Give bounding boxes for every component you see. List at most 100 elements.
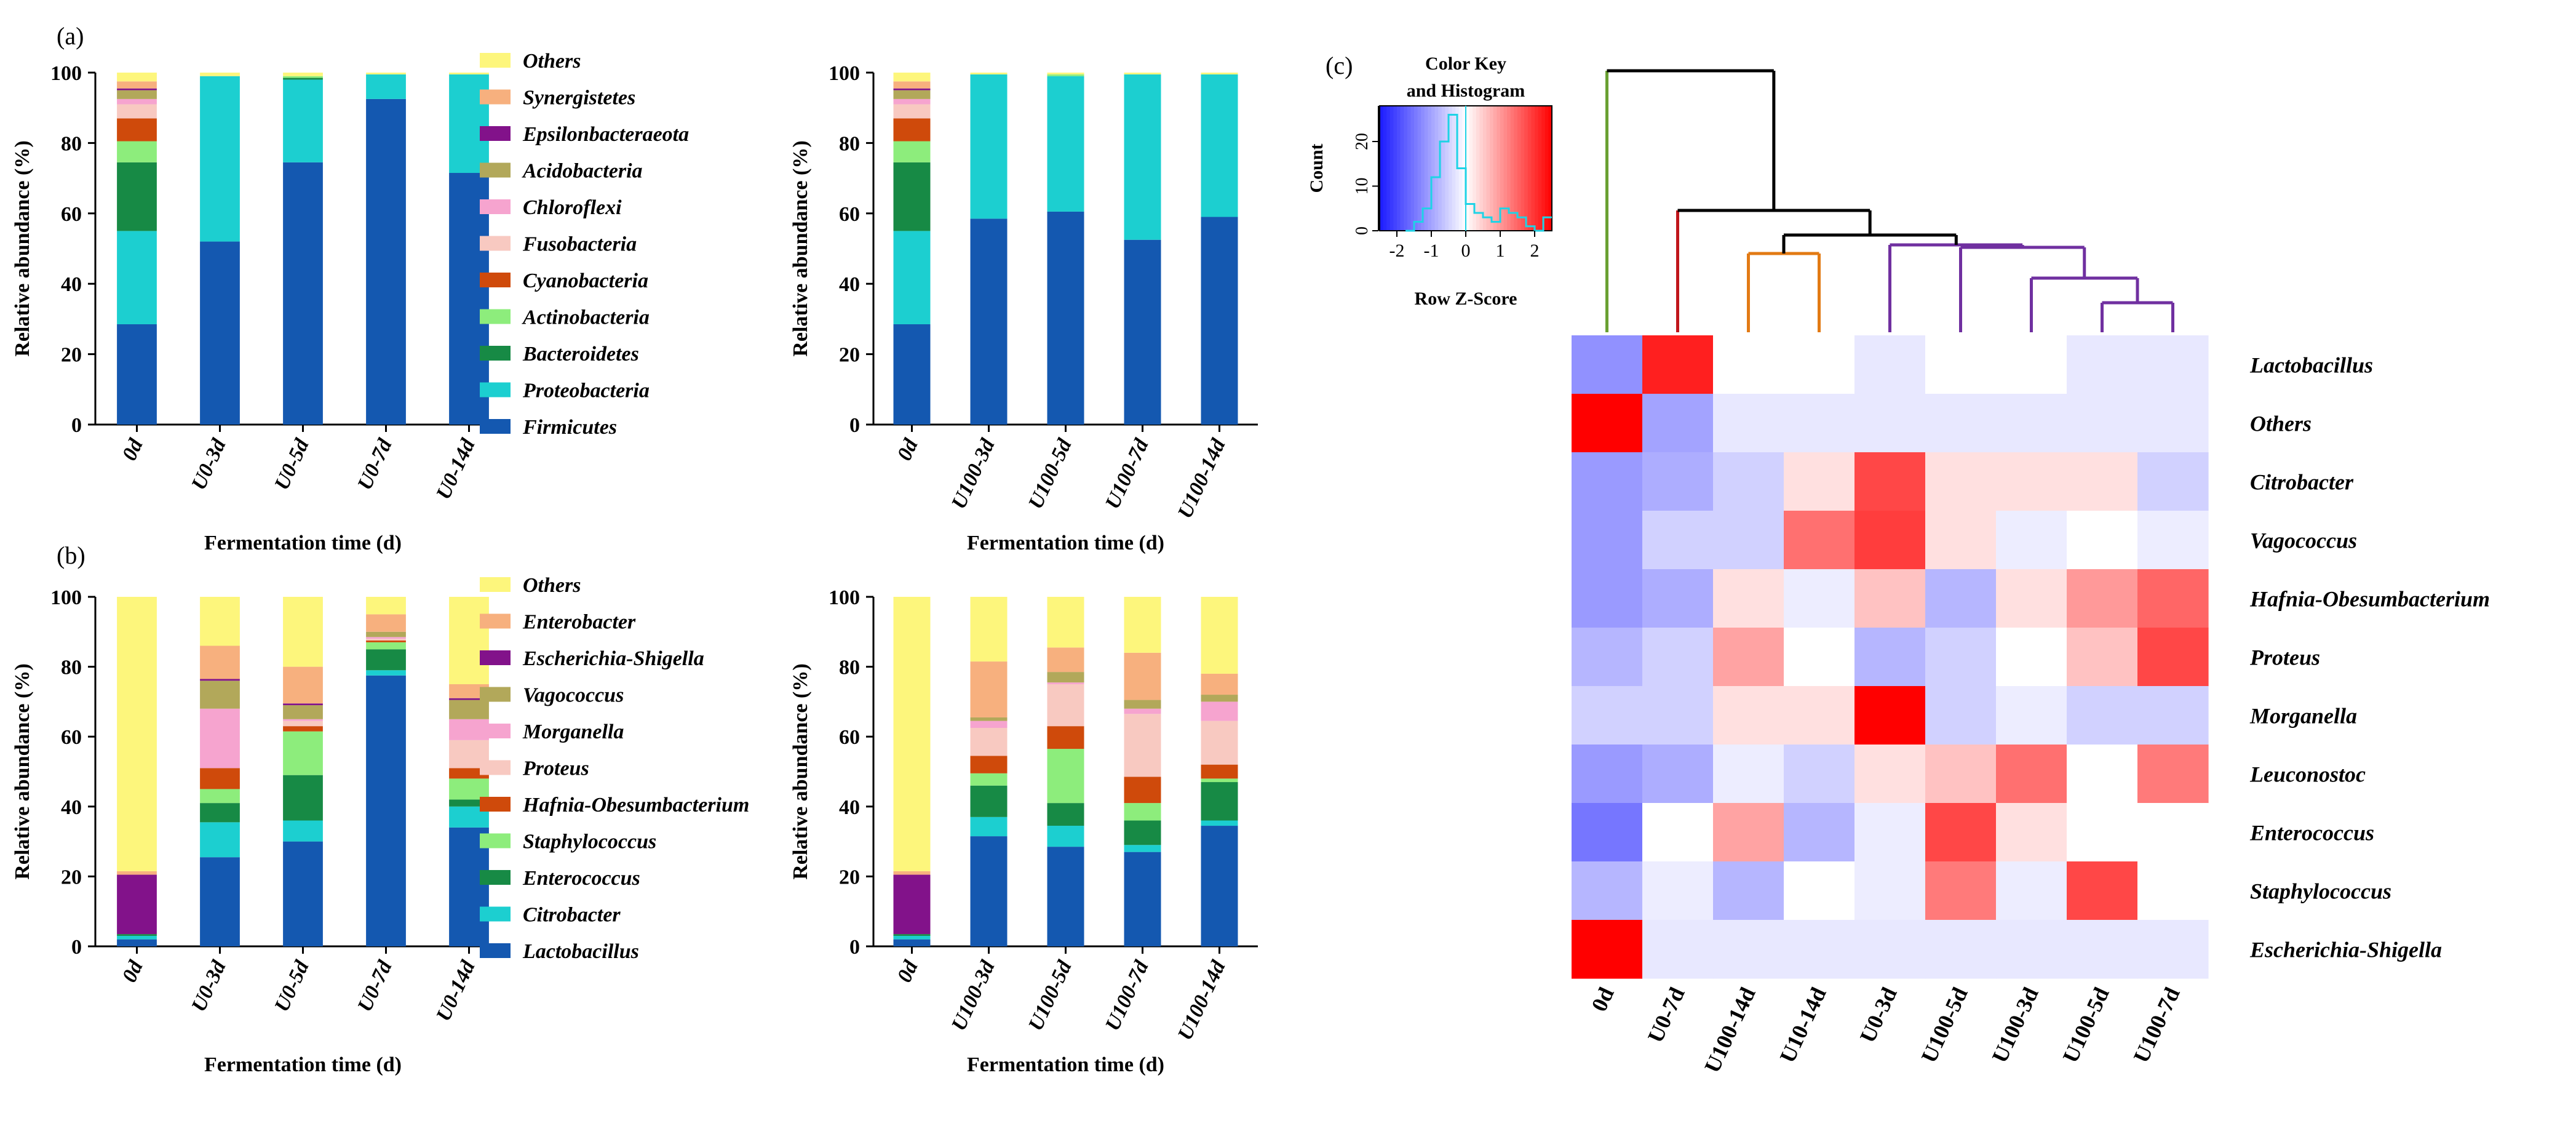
bar-segment-vagococcus: [449, 700, 489, 719]
heatmap-cell: [2067, 686, 2138, 745]
bar-segment-hafnia-obesumbacterium: [200, 768, 240, 789]
bar-stack-u100-3d: [970, 597, 1008, 946]
bar-segment-lactobacillus: [1201, 826, 1238, 946]
bar-segment-epsilonbacteraeota: [893, 88, 931, 90]
color-key-y-tick-label: 0: [1353, 226, 1372, 235]
legend-swatch-vagococcus: [480, 687, 511, 702]
heatmap-cell: [2067, 628, 2138, 687]
color-key-gradient-stripe: [1421, 106, 1425, 231]
y-tick-label: 20: [61, 866, 82, 888]
color-key-gradient-stripe: [1524, 106, 1529, 231]
color-key-gradient-stripe: [1469, 106, 1473, 231]
heatmap-cell: [2137, 686, 2209, 745]
heatmap-cell: [1996, 745, 2067, 804]
bar-segment-vagococcus: [970, 717, 1008, 721]
heatmap-cell: [1854, 745, 1926, 804]
color-key-gradient-stripe: [1527, 106, 1532, 231]
bar-stack-u0-7d: [366, 597, 406, 946]
bar-segment-citrobacter: [893, 935, 931, 940]
bar-segment-bacteroidetes: [117, 162, 157, 231]
bar-stack-u100-7d: [1124, 597, 1161, 946]
heatmap-cell: [1925, 511, 1997, 570]
heatmap-cell: [1572, 452, 1643, 511]
color-key-gradient-stripe: [1386, 106, 1391, 231]
y-tick-label: 100: [829, 62, 860, 85]
bar-segment-actinobacteria: [117, 141, 157, 162]
color-key-gradient-stripe: [1414, 106, 1418, 231]
color-key-histogram: [1405, 114, 1552, 232]
heatmap-cell: [2137, 803, 2209, 862]
y-tick-label: 20: [839, 344, 860, 367]
x-tick-label: U100-14d: [1174, 435, 1230, 522]
bar-stack-u100-14d: [1201, 73, 1238, 425]
heatmap-cell: [1713, 686, 1784, 745]
bar-chart-b-left: 0 20 40 60 80 100 Relative abundance (%) 0d U0-3…: [11, 574, 749, 1076]
bar-segment-staphylococcus: [1201, 778, 1238, 783]
color-key-gradient-stripe: [1417, 106, 1421, 231]
bar-segment-others: [449, 597, 489, 684]
bar-segment-acidobacteria: [117, 90, 157, 99]
heatmap-cell: [2137, 920, 2209, 979]
bar-segment-enterobacter: [1047, 647, 1084, 673]
bar-segment-proteus: [970, 728, 1008, 756]
heatmap-cell: [1996, 861, 2067, 920]
heatmap-row-label: Leuconostoc: [2249, 762, 2366, 787]
x-tick-label: U0-3d: [187, 957, 231, 1015]
bar-segment-proteobacteria: [117, 231, 157, 324]
color-key-x-tick-label: 2: [1530, 241, 1540, 261]
heatmap-cell: [2137, 394, 2209, 453]
bar-stack-u0-3d: [200, 73, 240, 425]
heatmap-cell: [1642, 569, 1714, 628]
bar-segment-enterococcus: [1201, 782, 1238, 821]
legend-label-staphylococcus: Staphylococcus: [523, 831, 656, 853]
color-key-gradient-stripe: [1410, 106, 1415, 231]
bar-segment-others: [283, 73, 323, 76]
heatmap-cell: [1642, 511, 1714, 570]
color-key-gradient-stripe: [1535, 106, 1539, 231]
stacked-bar-panels: 0 20 40 60 80 100 Relative abundance (%) 0d U0-3…: [11, 50, 1258, 1076]
heatmap-cell: [1784, 394, 1855, 453]
bar-segment-enterobacter: [283, 666, 323, 704]
heatmap-cell: [2137, 335, 2209, 394]
x-tick-label: U0-5d: [270, 957, 314, 1015]
legend-b-left: Others Enterobacter Escherichia-Shigella Va…: [480, 574, 749, 963]
heatmap-cell: [1784, 628, 1855, 687]
color-key-gradient-stripe: [1400, 106, 1404, 231]
y-tick-label: 0: [849, 414, 860, 437]
bar-segment-staphylococcus: [449, 778, 489, 800]
bar-segment-enterococcus: [117, 934, 157, 936]
x-tick-label: U100-3d: [947, 957, 1000, 1034]
heatmap-cell: [2137, 452, 2209, 511]
bar-stack-u100-5d: [1047, 73, 1084, 425]
legend-label-acidobacteria: Acidobacteria: [522, 160, 643, 183]
heatmap-cell: [1925, 394, 1997, 453]
legend-swatch-proteus: [480, 760, 511, 775]
heatmap-row-label: Enterococcus: [2249, 821, 2374, 845]
legend-label-proteobacteria: Proteobacteria: [522, 380, 650, 402]
bar-segment-morganella: [200, 708, 240, 769]
x-tick-label: U0-14d: [432, 435, 480, 503]
bar-stack-u100-7d: [1124, 73, 1161, 425]
bar-segment-others: [1047, 597, 1084, 648]
legend-label-others: Others: [523, 574, 581, 597]
legend-label-cyanobacteria: Cyanobacteria: [523, 270, 648, 292]
heatmap-cell: [2067, 920, 2138, 979]
y-tick-label: 20: [61, 344, 82, 367]
bar-segment-fusobacteria: [893, 104, 931, 119]
legend-label-firmicutes: Firmicutes: [522, 416, 617, 439]
bar-segment-morganella: [1047, 682, 1084, 684]
color-key-gradient-stripe: [1449, 106, 1453, 231]
bar-segment-escherichia-shigella: [200, 679, 240, 681]
heatmap-column-label: U0-7d: [1643, 983, 1690, 1046]
bar-segment-chloroflexi: [117, 98, 157, 105]
y-axis-label: Relative abundance (%): [789, 140, 812, 356]
heatmap-cell: [1642, 394, 1714, 453]
heatmap-cell: [1572, 569, 1643, 628]
panel-label-a: (a): [57, 22, 84, 50]
y-tick-label: 0: [71, 414, 82, 437]
color-key-gradient-stripe: [1445, 106, 1449, 231]
y-tick-label: 0: [849, 936, 860, 959]
bar-segment-proteobacteria: [970, 74, 1008, 219]
color-key-gradient-stripe: [1479, 106, 1484, 231]
bar-segment-enterococcus: [449, 799, 489, 807]
